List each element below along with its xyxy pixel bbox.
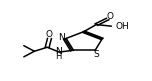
Text: O: O (46, 30, 53, 39)
Text: O: O (106, 12, 113, 21)
Text: N: N (55, 47, 61, 56)
Text: H: H (55, 52, 61, 61)
Text: S: S (94, 50, 99, 59)
Text: OH: OH (116, 22, 130, 31)
Text: N: N (58, 33, 64, 42)
